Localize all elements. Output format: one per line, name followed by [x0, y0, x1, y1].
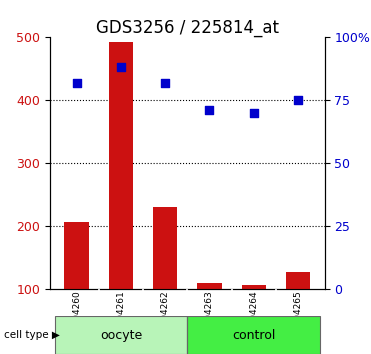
Bar [197, 283, 222, 289]
Bar [286, 272, 310, 289]
Text: GSM304260: GSM304260 [72, 290, 81, 345]
Bar [153, 207, 177, 289]
Bar [187, 316, 320, 354]
Point [162, 80, 168, 85]
Bar [109, 42, 133, 289]
Bar [65, 222, 89, 289]
Point [295, 97, 301, 103]
Text: GSM304263: GSM304263 [205, 290, 214, 345]
Text: GSM304264: GSM304264 [249, 290, 258, 345]
Text: GSM304261: GSM304261 [116, 290, 125, 345]
Title: GDS3256 / 225814_at: GDS3256 / 225814_at [96, 19, 279, 37]
Text: cell type ▶: cell type ▶ [4, 330, 60, 340]
Bar [55, 316, 187, 354]
Text: control: control [232, 329, 275, 342]
Point [207, 107, 213, 113]
Text: GSM304265: GSM304265 [293, 290, 303, 345]
Text: GSM304262: GSM304262 [161, 290, 170, 345]
Bar [242, 285, 266, 289]
Point [251, 110, 257, 116]
Point [74, 80, 80, 85]
Text: oocyte: oocyte [100, 329, 142, 342]
Point [118, 64, 124, 70]
